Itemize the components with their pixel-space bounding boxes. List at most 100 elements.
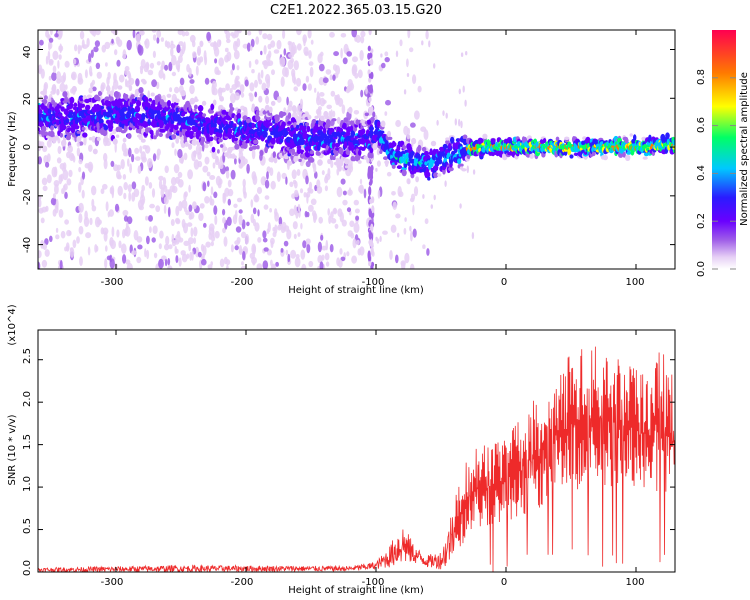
spectrogram-cell <box>320 51 324 57</box>
spectrogram-cell <box>126 216 133 225</box>
spectrogram-cell <box>58 45 64 52</box>
spectrogram-cell <box>404 217 407 222</box>
spectrogram-cell <box>298 158 302 163</box>
spectrogram-cell <box>197 125 202 132</box>
spectrogram-cell <box>244 79 249 87</box>
spectrogram-cell <box>433 194 436 201</box>
spectrogram-cell <box>48 136 54 142</box>
spectrogram-cell <box>267 222 271 233</box>
spectrogram-cell <box>270 100 276 106</box>
spectrogram-cell <box>114 142 117 153</box>
spectrogram-cell <box>141 113 146 119</box>
spectrogram-cell <box>204 55 208 66</box>
spectrogram-cell <box>62 91 68 98</box>
spectrogram-cell <box>415 176 419 183</box>
spectrogram-cell <box>309 157 315 163</box>
spectrogram-cell <box>286 160 293 166</box>
spectrogram-cell <box>82 132 88 138</box>
spectrogram-cell <box>270 156 274 163</box>
spectrogram-cell <box>276 96 282 103</box>
spectrogram-cell <box>56 107 60 113</box>
spectrogram-cell <box>457 158 462 165</box>
spectrogram-cell <box>313 215 317 223</box>
spectrogram-cell <box>86 94 93 99</box>
spectrogram-cell <box>88 144 93 152</box>
spectrogram-cell <box>367 85 371 92</box>
spectrogram-cell <box>329 244 334 253</box>
spectrogram-cell <box>128 191 132 202</box>
spectrogram-cell <box>442 110 445 116</box>
spectrogram-cell <box>314 115 319 120</box>
spectrogram-cell <box>317 241 322 253</box>
spectrogram-cell <box>319 92 325 97</box>
spectrogram-cell <box>184 31 190 37</box>
spectrogram-cell <box>344 165 349 169</box>
spectrogram-cell <box>296 30 302 36</box>
spectrogram-cell <box>188 104 192 112</box>
spectrogram-cell <box>111 38 114 44</box>
spectrogram-cell <box>58 54 62 60</box>
spectrogram-cell <box>242 142 248 149</box>
spectrogram-cell <box>246 163 250 174</box>
spectrogram-cell <box>175 218 181 225</box>
spectrogram-cell <box>148 182 153 189</box>
spectrogram-cell <box>296 124 300 129</box>
spectrogram-cell <box>263 204 269 210</box>
spectrogram-cell <box>334 223 339 229</box>
spectrogram-cell <box>112 129 117 135</box>
spectrogram-cell <box>458 118 461 127</box>
spectrogram-cell <box>50 125 54 131</box>
spectrogram-cell <box>294 156 299 162</box>
spectrogram-cell <box>295 210 299 219</box>
spectrogram-cell <box>186 222 193 227</box>
spectrogram-cell <box>251 122 256 129</box>
spectrogram-cell <box>163 196 169 205</box>
spectrogram-cell <box>348 106 353 114</box>
spectrogram-cell <box>223 146 228 151</box>
spectrogram-cell <box>369 178 373 185</box>
spectrogram-cell <box>104 96 110 102</box>
spectrogram-cell <box>339 248 343 255</box>
spectrogram-cell <box>264 104 270 112</box>
spectrogram-cell <box>238 209 243 214</box>
spectrogram-cell <box>255 115 261 121</box>
spectrogram-cell <box>340 156 344 163</box>
spectrogram-cell <box>296 169 301 176</box>
spectrogram-cell <box>368 261 372 267</box>
spectrogram-cell <box>369 52 373 59</box>
spectrogram-cell <box>236 65 240 71</box>
colorbar: 0.0 0.2 0.4 0.6 0.8 Normalized spectral … <box>696 30 750 277</box>
spectrogram-cell <box>65 118 70 124</box>
spectrogram-cell <box>222 217 226 224</box>
spectrogram-cell <box>316 91 320 101</box>
spectrogram-cell <box>122 229 126 239</box>
spectrogram-cell <box>189 251 193 261</box>
spectrogram-cell <box>409 47 414 53</box>
spectrogram-cell <box>386 171 392 177</box>
spectrogram-cell <box>367 119 372 125</box>
spectrogram-cell <box>83 216 90 227</box>
spectrogram-cell <box>337 208 343 218</box>
spectrogram-cell <box>266 116 271 121</box>
spectrogram-cell <box>291 148 296 156</box>
spectrogram-cell <box>169 43 176 49</box>
spectrogram-cell <box>254 79 258 88</box>
spectrogram-cell <box>147 118 151 125</box>
spectrogram-cell <box>134 147 140 154</box>
spectrogram-cell <box>183 41 186 52</box>
spectrogram-cell <box>225 30 231 41</box>
spectrogram-cell <box>76 147 81 157</box>
spectrogram-cell <box>38 68 43 73</box>
spectrogram-cell <box>290 46 296 55</box>
spectrogram-cell <box>321 170 325 176</box>
spectrogram-cell <box>359 50 364 61</box>
spectrogram-cell <box>233 137 239 142</box>
spectrogram-cell <box>68 111 73 116</box>
spectrogram-cell <box>167 189 172 200</box>
top-x-axis-label: Height of straight line (km) <box>288 285 424 296</box>
spectrogram-cell <box>462 85 465 93</box>
spectrogram-cell <box>152 153 157 162</box>
spectrogram-cell <box>350 232 355 239</box>
spectrogram-cell <box>268 106 273 114</box>
spectrogram-cell <box>256 186 263 195</box>
